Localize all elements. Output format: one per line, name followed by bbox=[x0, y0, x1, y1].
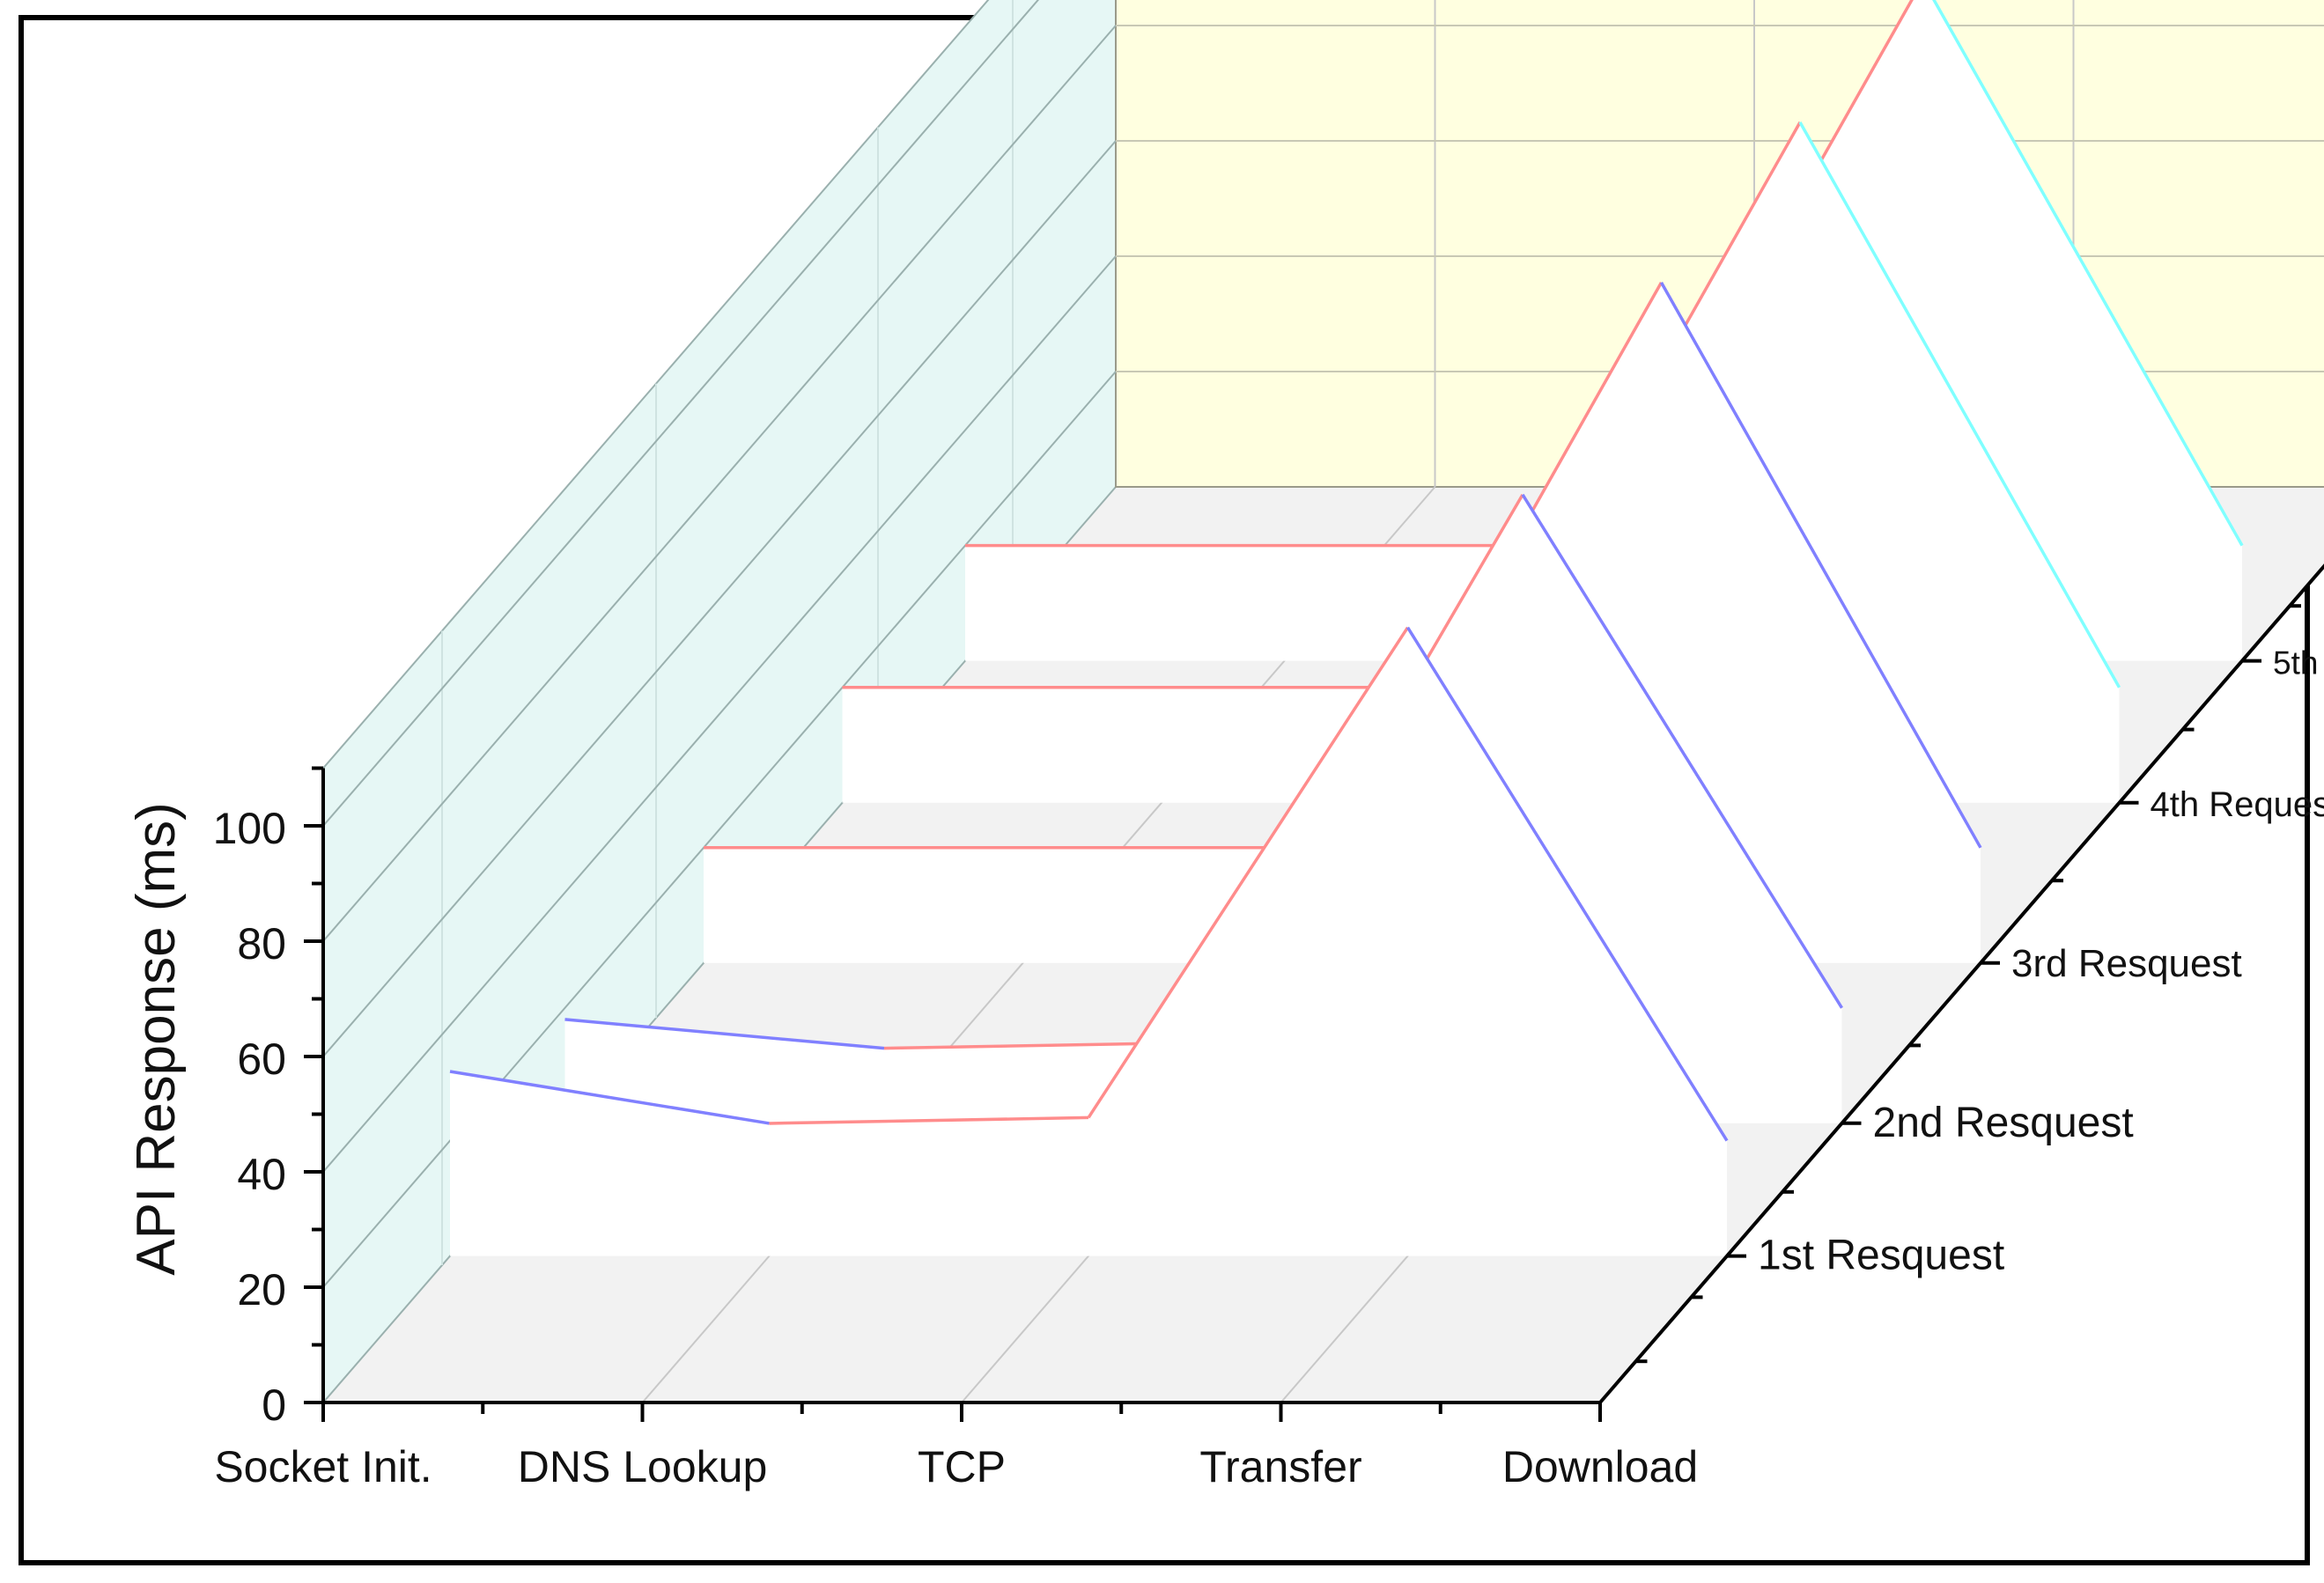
x-tick-label: Transfer bbox=[1199, 1442, 1361, 1491]
y-tick-label: 80 bbox=[237, 919, 286, 968]
series-line-segment bbox=[1521, 493, 1843, 1009]
x-tick-label: TCP bbox=[918, 1442, 1006, 1491]
side-wall-gridline bbox=[322, 0, 1040, 827]
series-line-segment bbox=[449, 1070, 770, 1125]
series-line-segment bbox=[769, 1115, 1089, 1125]
side-wall-gridline bbox=[322, 140, 1117, 1057]
x-tick-label: DNS Lookup bbox=[518, 1442, 768, 1491]
series-line-segment bbox=[1406, 626, 1729, 1142]
y-tick-label: 100 bbox=[213, 804, 286, 853]
side-wall-gridline bbox=[322, 255, 1117, 1173]
chart-axes bbox=[304, 563, 2324, 1422]
series-line-segment bbox=[1087, 626, 1409, 1119]
chart-series bbox=[449, 0, 2244, 1256]
z-tick-label: 1st Resquest bbox=[1758, 1233, 2004, 1279]
series-line-segment bbox=[1932, 0, 2244, 547]
series-line-segment bbox=[564, 1018, 885, 1050]
y-tick-label: 20 bbox=[237, 1265, 286, 1314]
y-axis-title: API Response (ms) bbox=[126, 802, 187, 1276]
z-tick-label: 3rd Resquest bbox=[2011, 942, 2242, 985]
y-tick-label: 0 bbox=[262, 1381, 286, 1430]
x-tick-label: Download bbox=[1502, 1442, 1698, 1491]
chart-labels: 0 20 40 60 80 100 Socket Init. DNS Lookup TCP Tra… bbox=[213, 645, 2324, 1491]
z-tick-label: 5th Request bbox=[2273, 645, 2324, 681]
series-line-segment bbox=[1798, 121, 2121, 688]
y-tick-label: 60 bbox=[237, 1034, 286, 1084]
z-tick-label: 2nd Resquest bbox=[1873, 1100, 2134, 1146]
z-tick-label: 4th Request bbox=[2151, 785, 2324, 824]
series-line-segment bbox=[1659, 282, 1982, 849]
side-wall-gridline bbox=[322, 25, 1117, 942]
series-ribbon bbox=[450, 627, 1727, 1256]
x-tick-label: Socket Init. bbox=[214, 1442, 432, 1491]
y-tick-label: 40 bbox=[237, 1150, 286, 1199]
z-axis-line bbox=[1598, 563, 2324, 1404]
